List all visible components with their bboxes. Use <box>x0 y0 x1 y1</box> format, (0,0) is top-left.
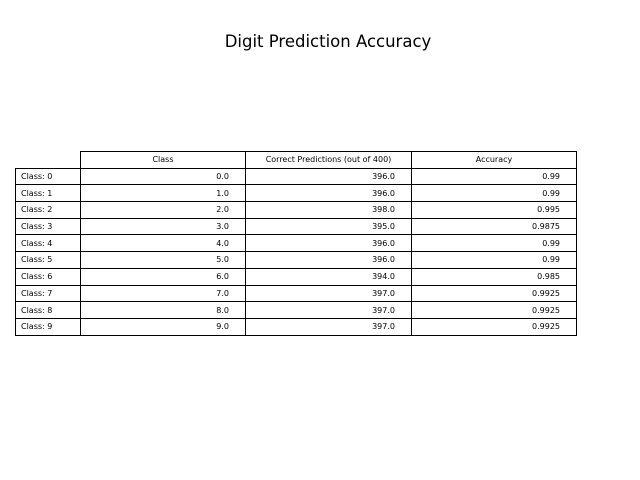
corner-cell <box>16 152 81 169</box>
column-header-class: Class <box>80 151 246 169</box>
accuracy-table: Class Correct Predictions (out of 400) A… <box>15 151 577 336</box>
table-row: Class: 2 2.0 398.0 0.995 <box>15 201 577 219</box>
row-label: Class: 4 <box>15 234 81 253</box>
accuracy-cell: 0.99 <box>411 234 577 253</box>
table-row: Class: 9 9.0 397.0 0.9925 <box>15 317 577 336</box>
table-row: Class: 6 6.0 394.0 0.985 <box>15 267 577 286</box>
table-row: Class: 1 1.0 396.0 0.99 <box>15 184 577 203</box>
table-row: Class: 7 7.0 397.0 0.9925 <box>15 284 577 303</box>
correct-predictions-cell: 395.0 <box>245 217 412 236</box>
table-row: Class: 8 8.0 397.0 0.9925 <box>15 301 577 319</box>
class-cell: 9.0 <box>80 317 246 336</box>
accuracy-cell: 0.9925 <box>411 317 577 336</box>
correct-predictions-cell: 398.0 <box>245 201 412 219</box>
correct-predictions-cell: 397.0 <box>245 284 412 303</box>
table-body: Class: 0 0.0 396.0 0.99 Class: 1 1.0 396.0 0.99… <box>15 167 577 336</box>
class-cell: 3.0 <box>80 217 246 236</box>
correct-predictions-cell: 397.0 <box>245 317 412 336</box>
table-row: Class: 5 5.0 396.0 0.99 <box>15 251 577 269</box>
column-header-correct-predictions: Correct Predictions (out of 400) <box>245 151 412 169</box>
accuracy-cell: 0.9925 <box>411 284 577 303</box>
accuracy-cell: 0.995 <box>411 201 577 219</box>
correct-predictions-cell: 396.0 <box>245 251 412 269</box>
class-cell: 8.0 <box>80 301 246 319</box>
accuracy-cell: 0.99 <box>411 251 577 269</box>
correct-predictions-cell: 396.0 <box>245 184 412 203</box>
correct-predictions-cell: 394.0 <box>245 267 412 286</box>
row-label: Class: 3 <box>15 217 81 236</box>
row-label: Class: 5 <box>15 251 81 269</box>
class-cell: 6.0 <box>80 267 246 286</box>
accuracy-cell: 0.99 <box>411 167 577 186</box>
table-row: Class: 3 3.0 395.0 0.9875 <box>15 217 577 236</box>
accuracy-cell: 0.99 <box>411 184 577 203</box>
row-label: Class: 2 <box>15 201 81 219</box>
row-label: Class: 0 <box>15 167 81 186</box>
class-cell: 1.0 <box>80 184 246 203</box>
correct-predictions-cell: 396.0 <box>245 167 412 186</box>
accuracy-cell: 0.9925 <box>411 301 577 319</box>
row-label: Class: 6 <box>15 267 81 286</box>
row-label: Class: 8 <box>15 301 81 319</box>
row-label: Class: 7 <box>15 284 81 303</box>
class-cell: 4.0 <box>80 234 246 253</box>
class-cell: 7.0 <box>80 284 246 303</box>
row-label: Class: 1 <box>15 184 81 203</box>
class-cell: 5.0 <box>80 251 246 269</box>
class-cell: 0.0 <box>80 167 246 186</box>
table-row: Class: 0 0.0 396.0 0.99 <box>15 167 577 186</box>
header-row: Class Correct Predictions (out of 400) A… <box>16 151 577 169</box>
chart-title: Digit Prediction Accuracy <box>224 32 432 51</box>
correct-predictions-cell: 396.0 <box>245 234 412 253</box>
accuracy-cell: 0.9875 <box>411 217 577 236</box>
class-cell: 2.0 <box>80 201 246 219</box>
accuracy-cell: 0.985 <box>411 267 577 286</box>
correct-predictions-cell: 397.0 <box>245 301 412 319</box>
table-row: Class: 4 4.0 396.0 0.99 <box>15 234 577 253</box>
column-header-accuracy: Accuracy <box>411 151 577 169</box>
row-label: Class: 9 <box>15 317 81 336</box>
